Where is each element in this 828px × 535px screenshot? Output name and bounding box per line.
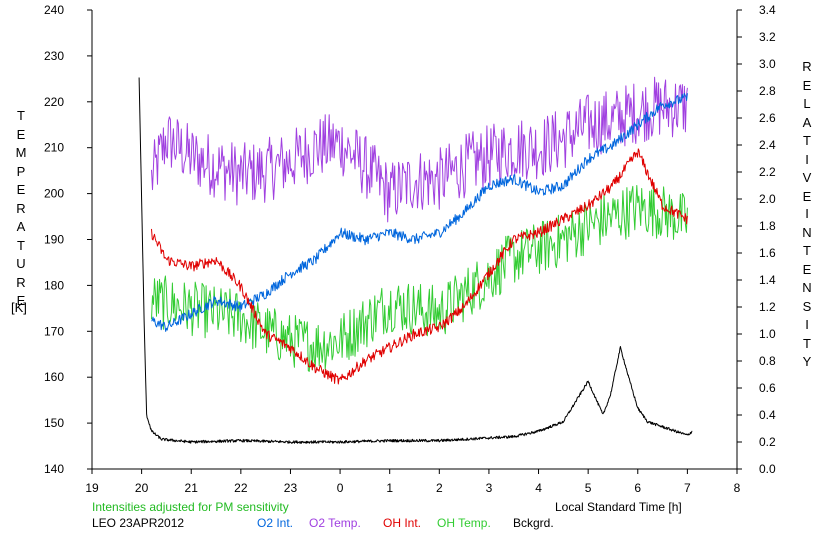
right-tick-label: 3.2: [759, 30, 776, 44]
right-tick-label: 1.6: [759, 246, 776, 260]
x-tick-label: 20: [135, 481, 149, 495]
series-bckgrd: [138, 77, 693, 444]
right-tick-label: 2.8: [759, 84, 776, 98]
left-tick-label: 200: [44, 187, 64, 201]
series-o2-temp: [151, 76, 688, 223]
legend-o2-int: O2 Int.: [257, 516, 294, 530]
left-axis-unit: [K]: [11, 300, 27, 315]
right-tick-label: 2.6: [759, 111, 776, 125]
x-axis-title: Local Standard Time [h]: [555, 500, 682, 514]
series-oh-int: [151, 148, 688, 385]
left-tick-label: 140: [44, 462, 64, 476]
right-tick-label: 3.4: [759, 3, 776, 17]
left-tick-label: 170: [44, 324, 64, 338]
right-tick-label: 1.2: [759, 300, 776, 314]
site-date-label: LEO 23APR2012: [92, 516, 185, 530]
right-tick-label: 1.8: [759, 219, 776, 233]
left-tick-label: 220: [44, 95, 64, 109]
x-tick-label: 22: [234, 481, 248, 495]
x-tick-label: 19: [85, 481, 99, 495]
left-tick-label: 150: [44, 416, 64, 430]
series-oh-temp: [151, 185, 688, 372]
left-tick-label: 240: [44, 3, 64, 17]
right-tick-label: 2.2: [759, 165, 776, 179]
legend-bckgrd: Bckgrd.: [513, 516, 554, 530]
x-tick-label: 1: [386, 481, 393, 495]
right-tick-label: 0.4: [759, 408, 776, 422]
sensitivity-note: Intensities adjusted for PM sensitivity: [92, 500, 289, 514]
left-tick-label: 160: [44, 370, 64, 384]
x-tick-label: 23: [284, 481, 298, 495]
right-tick-label: 0.8: [759, 354, 776, 368]
left-tick-label: 180: [44, 278, 64, 292]
x-tick-label: 5: [585, 481, 592, 495]
legend-oh-int: OH Int.: [383, 516, 422, 530]
right-tick-label: 0.2: [759, 435, 776, 449]
series-o2-int: [151, 92, 688, 332]
left-tick-label: 210: [44, 141, 64, 155]
left-tick-label: 230: [44, 49, 64, 63]
right-tick-label: 0.0: [759, 462, 776, 476]
right-tick-label: 2.4: [759, 138, 776, 152]
legend-oh-temp: OH Temp.: [437, 516, 491, 530]
right-tick-label: 2.0: [759, 192, 776, 206]
legend-o2-temp: O2 Temp.: [309, 516, 361, 530]
x-tick-label: 21: [185, 481, 199, 495]
x-tick-label: 3: [486, 481, 493, 495]
x-tick-label: 0: [337, 481, 344, 495]
right-tick-label: 1.0: [759, 327, 776, 341]
right-tick-label: 1.4: [759, 273, 776, 287]
x-tick-label: 4: [535, 481, 542, 495]
right-tick-label: 3.0: [759, 57, 776, 71]
right-tick-label: 0.6: [759, 381, 776, 395]
x-tick-label: 8: [734, 481, 741, 495]
left-tick-label: 190: [44, 233, 64, 247]
x-tick-label: 6: [634, 481, 641, 495]
x-tick-label: 7: [684, 481, 691, 495]
x-tick-label: 2: [436, 481, 443, 495]
